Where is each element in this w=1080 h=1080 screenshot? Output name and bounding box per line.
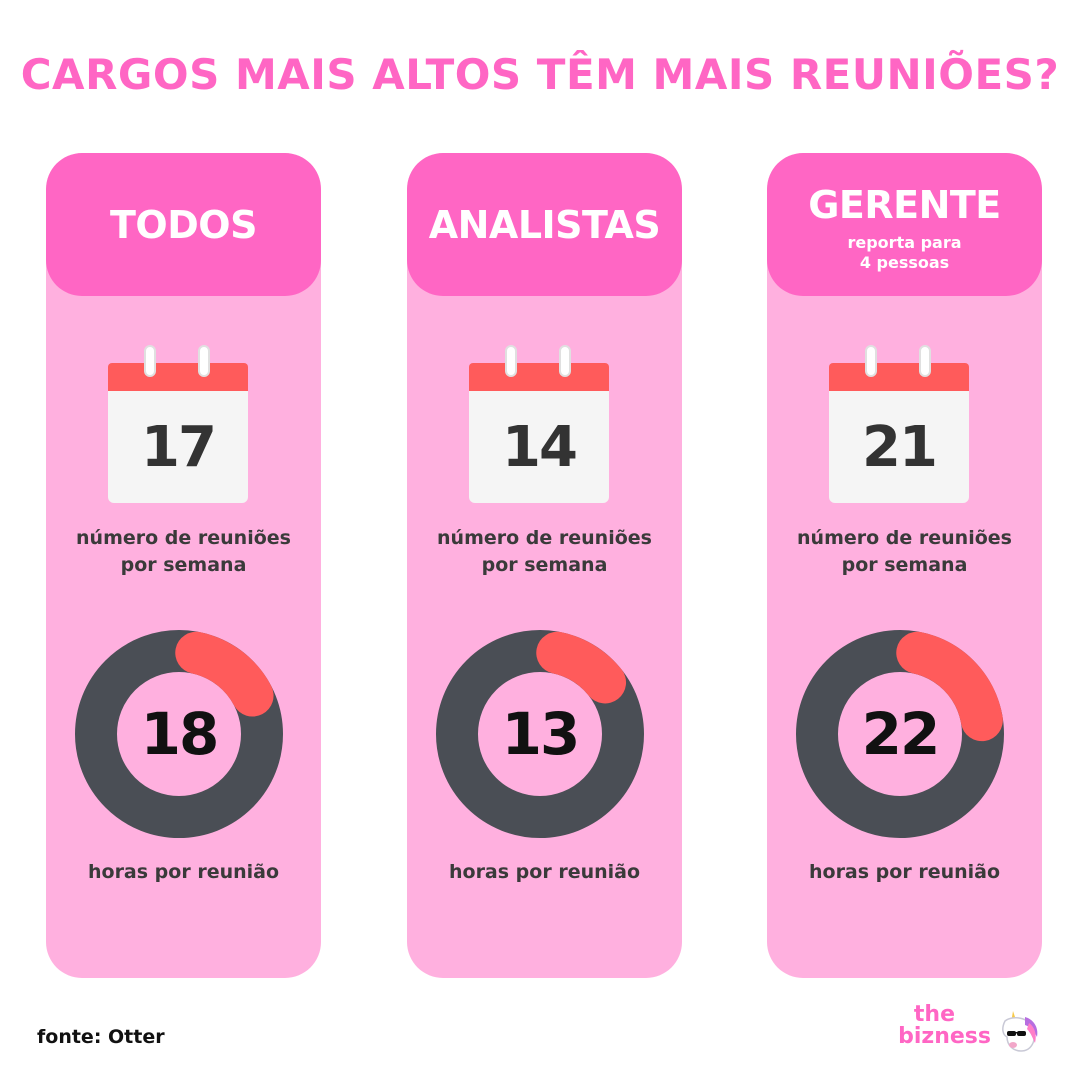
calendar-body: 14 (469, 391, 609, 503)
calendar-header (469, 363, 609, 391)
donut-highlight (175, 631, 274, 717)
calendar-ring (919, 345, 931, 377)
meetings-per-week-label: número de reuniões por semana (437, 527, 652, 576)
calendar-header (829, 363, 969, 391)
calendar-ring (505, 345, 517, 377)
hours-per-meeting-label: horas por reunião (448, 861, 641, 883)
source-label: fonte: Otter (37, 1026, 165, 1048)
donut-highlight (536, 631, 627, 704)
meetings-per-week-value: 14 (502, 414, 578, 480)
meetings-per-week-value: 21 (862, 414, 938, 480)
calendar-icon: 17 (108, 345, 248, 503)
hours-per-meeting-value: 18 (140, 700, 220, 768)
calendar-ring (198, 345, 210, 377)
meetings-per-week-label: número de reuniões por semana (797, 527, 1012, 576)
calendar-icon: 21 (829, 345, 969, 503)
calendar-body: 17 (108, 391, 248, 503)
hours-per-meeting-value: 22 (861, 700, 941, 768)
page-title: CARGOS MAIS ALTOS TÊM MAIS REUNIÕES? (20, 50, 1060, 99)
card-header: GERENTE reporta para 4 pessoas (767, 153, 1042, 296)
meetings-per-week-value: 17 (141, 414, 217, 480)
card-gerente: GERENTE reporta para 4 pessoas 21 número … (767, 153, 1042, 978)
meetings-per-week-label: número de reuniões por semana (76, 527, 291, 576)
card-todos: TODOS 17 número de reuniões por semana 18… (46, 153, 321, 978)
unicorn-with-sunglasses-icon (1002, 1011, 1038, 1052)
calendar-ring (144, 345, 156, 377)
brand-logo: the bizness (898, 1003, 1043, 1058)
card-header: TODOS (46, 153, 321, 296)
brand-line-2: bizness (898, 1024, 991, 1049)
hours-donut: 18 (74, 629, 284, 839)
calendar-ring (865, 345, 877, 377)
calendar-icon: 14 (469, 345, 609, 503)
card-analistas: ANALISTAS 14 número de reuniões por seman… (407, 153, 682, 978)
calendar-ring (559, 345, 571, 377)
brand-line-1: the (913, 1002, 955, 1027)
calendar-body: 21 (829, 391, 969, 503)
hours-donut: 22 (795, 629, 1005, 839)
card-subtitle: reporta para 4 pessoas (847, 232, 962, 272)
donut-chart (796, 630, 1004, 838)
hours-per-meeting-label: horas por reunião (808, 861, 1001, 883)
card-title: TODOS (110, 202, 257, 247)
card-title: GERENTE (808, 182, 1001, 227)
donut-chart (75, 630, 283, 838)
donut-chart (436, 630, 644, 838)
calendar-header (108, 363, 248, 391)
hours-donut: 13 (435, 629, 645, 839)
card-title: ANALISTAS (428, 202, 661, 247)
hours-per-meeting-label: horas por reunião (87, 861, 280, 883)
card-header: ANALISTAS (407, 153, 682, 296)
hours-per-meeting-value: 13 (501, 700, 581, 768)
donut-highlight (896, 631, 1003, 742)
